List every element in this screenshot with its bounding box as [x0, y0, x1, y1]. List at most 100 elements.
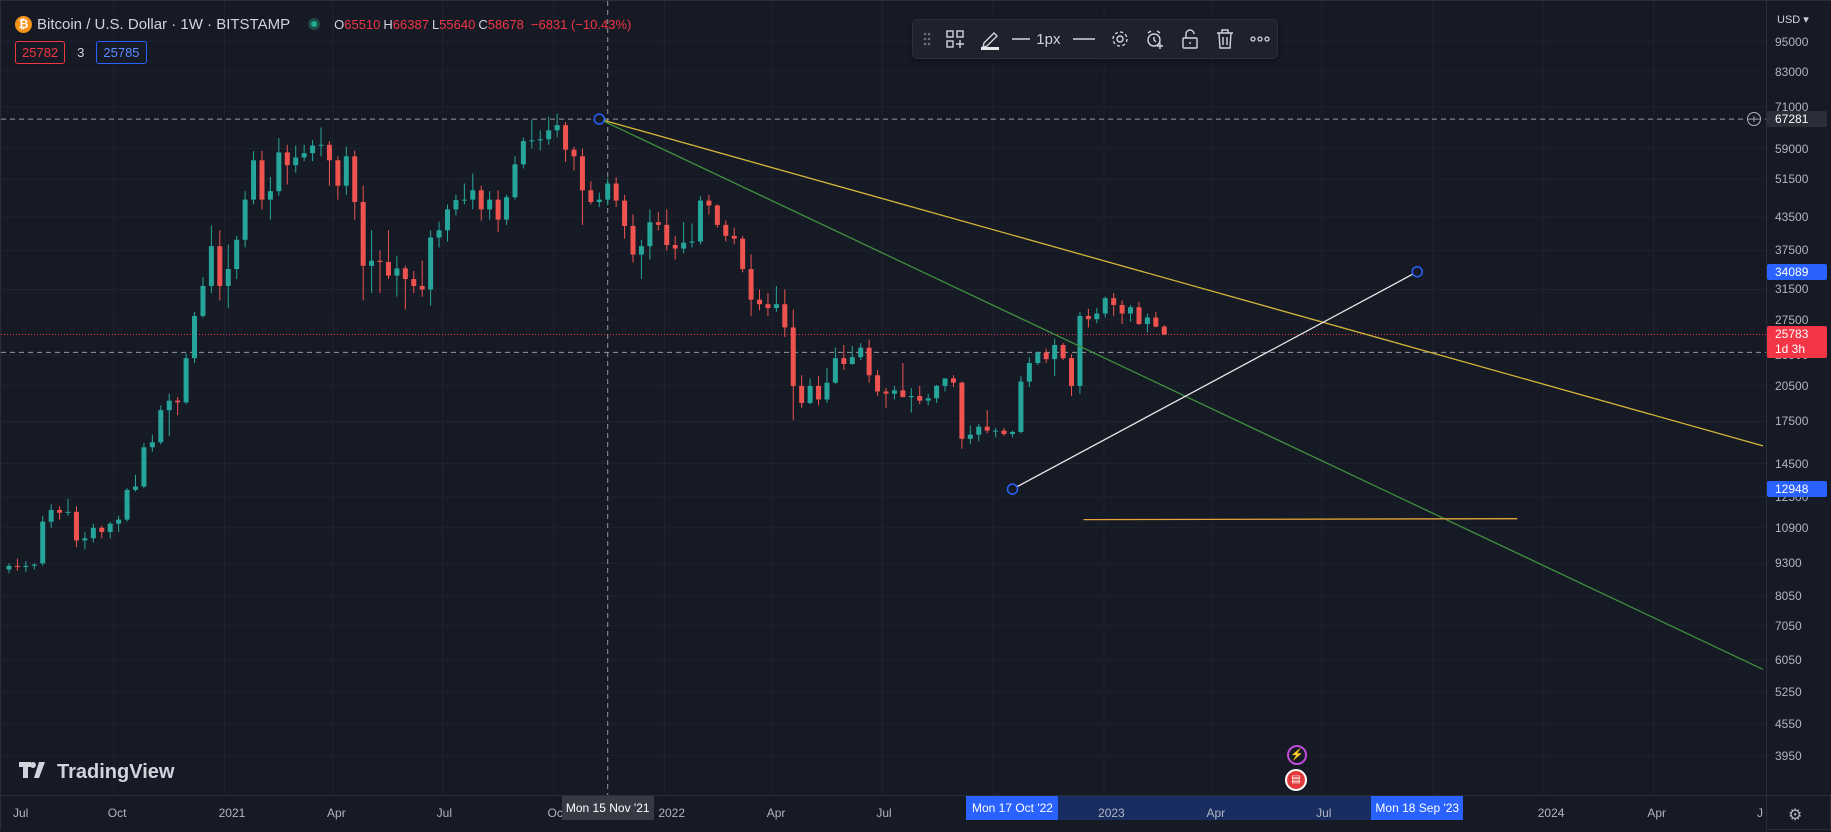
candle-body[interactable] — [588, 190, 594, 203]
candle-body[interactable] — [1026, 363, 1032, 382]
line-color-button[interactable] — [972, 20, 1007, 58]
candle-body[interactable] — [824, 382, 830, 400]
candle-body[interactable] — [942, 378, 948, 386]
candle-body[interactable] — [335, 160, 341, 186]
candle-body[interactable] — [1077, 315, 1083, 386]
candle-body[interactable] — [816, 385, 822, 400]
candle-body[interactable] — [883, 391, 889, 394]
bitcoin-logo-icon[interactable]: ₿ — [15, 15, 32, 33]
candle-body[interactable] — [217, 246, 223, 286]
candle-body[interactable] — [571, 149, 577, 157]
candle-body[interactable] — [858, 347, 864, 358]
candle-body[interactable] — [925, 398, 931, 401]
trendline-anchor-handle[interactable] — [593, 113, 606, 125]
candle-body[interactable] — [740, 238, 746, 270]
candle-body[interactable] — [251, 160, 257, 200]
candle-body[interactable] — [934, 385, 940, 399]
candle-body[interactable] — [520, 141, 526, 165]
candle-body[interactable] — [1035, 352, 1041, 364]
trendline-orange[interactable] — [1083, 518, 1518, 521]
tradingview-watermark[interactable]: TradingView — [19, 761, 174, 784]
currency-selector[interactable]: USD ▾ — [1777, 14, 1809, 26]
candle-body[interactable] — [73, 511, 79, 541]
candle-body[interactable] — [731, 235, 737, 239]
settings-button[interactable] — [1103, 20, 1138, 58]
candle-body[interactable] — [318, 144, 324, 146]
sell-button[interactable]: 25782 — [15, 41, 66, 64]
candle-body[interactable] — [1001, 430, 1007, 434]
more-button[interactable] — [1242, 20, 1277, 58]
candle-body[interactable] — [605, 183, 611, 200]
candle-body[interactable] — [1102, 298, 1108, 314]
candle-body[interactable] — [175, 400, 181, 403]
candle-body[interactable] — [967, 434, 973, 439]
chart-pane[interactable]: ₿ Bitcoin / U.S. Dollar · 1W · BITSTAMP … — [1, 1, 1766, 795]
candle-body[interactable] — [360, 202, 366, 266]
candle-body[interactable] — [959, 382, 965, 439]
candle-body[interactable] — [799, 385, 805, 403]
candle-body[interactable] — [310, 145, 316, 154]
candle-body[interactable] — [90, 527, 96, 539]
candle-body[interactable] — [208, 246, 214, 286]
candle-body[interactable] — [31, 564, 37, 566]
candle-body[interactable] — [512, 164, 518, 198]
candle-body[interactable] — [411, 279, 417, 286]
candle-body[interactable] — [369, 260, 375, 266]
us-flag-event-icon[interactable]: ▤ — [1285, 769, 1307, 791]
candle-body[interactable] — [689, 241, 695, 243]
candle-body[interactable] — [166, 400, 172, 411]
candle-body[interactable] — [436, 230, 442, 238]
candle-body[interactable] — [891, 390, 897, 394]
candle-body[interactable] — [723, 224, 729, 236]
candle-body[interactable] — [875, 375, 881, 392]
candle-body[interactable] — [1085, 315, 1091, 320]
candle-body[interactable] — [487, 199, 493, 210]
candle-body[interactable] — [655, 222, 661, 225]
candle-body[interactable] — [537, 139, 543, 141]
candle-body[interactable] — [773, 304, 779, 309]
candle-body[interactable] — [697, 200, 703, 242]
candle-body[interactable] — [82, 538, 88, 541]
trendline-green[interactable] — [599, 118, 1764, 670]
candle-body[interactable] — [1018, 381, 1024, 432]
candle-body[interactable] — [1136, 307, 1142, 325]
candle-body[interactable] — [1128, 307, 1134, 314]
candle-body[interactable] — [1161, 326, 1167, 335]
candle-body[interactable] — [596, 199, 602, 203]
candle-body[interactable] — [242, 199, 248, 240]
candle-body[interactable] — [453, 200, 459, 210]
candle-body[interactable] — [976, 426, 982, 435]
candle-body[interactable] — [377, 260, 383, 263]
candle-body[interactable] — [461, 199, 467, 201]
candle-body[interactable] — [293, 157, 299, 166]
symbol-title[interactable]: Bitcoin / U.S. Dollar · 1W · BITSTAMP — [37, 15, 291, 33]
candle-body[interactable] — [40, 521, 46, 564]
candle-body[interactable] — [259, 160, 265, 200]
candle-body[interactable] — [394, 268, 400, 276]
market-open-icon[interactable] — [308, 18, 321, 30]
candle-body[interactable] — [14, 565, 20, 568]
candle-body[interactable] — [1009, 431, 1015, 434]
candle-body[interactable] — [65, 511, 71, 513]
add-alert-button[interactable] — [1137, 20, 1172, 58]
candle-body[interactable] — [141, 447, 147, 487]
candle-body[interactable] — [950, 378, 956, 383]
flash-event-icon[interactable]: ⚡ — [1287, 745, 1307, 765]
candle-body[interactable] — [428, 237, 434, 290]
candlestick-chart[interactable] — [1, 1, 1766, 795]
candle-body[interactable] — [504, 197, 510, 220]
templates-button[interactable] — [937, 20, 972, 58]
candle-body[interactable] — [301, 153, 307, 158]
candle-body[interactable] — [1144, 317, 1150, 325]
candle-body[interactable] — [900, 390, 906, 398]
candle-body[interactable] — [284, 152, 290, 166]
candle-body[interactable] — [664, 224, 670, 246]
candle-body[interactable] — [116, 519, 122, 524]
candle-body[interactable] — [234, 239, 240, 270]
candle-body[interactable] — [579, 156, 585, 191]
candle-body[interactable] — [681, 242, 687, 249]
candle-body[interactable] — [554, 125, 560, 131]
candle-body[interactable] — [149, 442, 155, 448]
candle-body[interactable] — [832, 358, 838, 383]
candle-body[interactable] — [807, 385, 813, 403]
